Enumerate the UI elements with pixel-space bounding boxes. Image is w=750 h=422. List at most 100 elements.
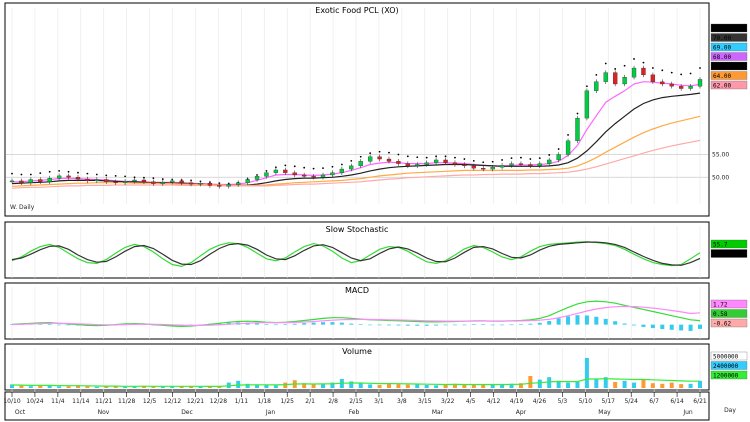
volume-bar: [405, 384, 410, 388]
macd-histogram-bar: [443, 324, 448, 326]
volume-bar: [349, 381, 354, 388]
candle-body: [9, 180, 15, 183]
month-label: Nov: [98, 409, 110, 416]
candle-body: [226, 184, 231, 187]
macd-histogram-bar: [471, 324, 476, 325]
sar-dot: [350, 159, 353, 162]
candle-body: [679, 86, 684, 89]
macd-histogram-bar: [528, 323, 533, 325]
candle-body: [320, 174, 326, 178]
candle-body: [415, 164, 420, 167]
macd-histogram-bar: [650, 324, 655, 329]
candle-body: [283, 169, 288, 173]
value-badge: [710, 351, 748, 361]
badge-layer: 74.50 70.00 69.00 68.00 66.00 64.00 62.00 55.7 4…: [710, 23, 748, 379]
sar-dot: [472, 159, 475, 162]
sar-dot: [642, 61, 645, 64]
macd-histogram-bar: [434, 324, 439, 326]
date-tick-label: 4/12: [487, 398, 501, 405]
candle-body: [113, 181, 118, 183]
macd-histogram-bar: [547, 320, 552, 325]
volume-bar: [688, 383, 693, 388]
sar-dot: [11, 172, 13, 175]
candle-body: [471, 165, 476, 169]
date-tick-label: 2/8: [328, 398, 338, 405]
candle-body: [66, 175, 71, 178]
month-label: Oct: [15, 409, 26, 416]
sar-dot: [689, 72, 692, 75]
candle-body: [264, 172, 269, 177]
value-badge: [710, 23, 748, 33]
sar-dot: [152, 177, 155, 180]
volume-bar: [85, 386, 90, 388]
volume-bar: [273, 385, 278, 388]
volume-bar: [141, 385, 146, 388]
volume-bar: [94, 386, 99, 388]
value-badge-label: 69.00: [713, 44, 731, 51]
volume-bar: [641, 379, 646, 388]
macd-histogram-bar: [575, 315, 580, 325]
value-badge-label: 64.00: [713, 73, 731, 80]
macd-histogram-bar: [452, 324, 457, 326]
macd-histogram-bar: [556, 318, 561, 325]
value-badge: [710, 249, 748, 258]
volume-bar: [509, 383, 514, 388]
macd-histogram-bar: [396, 324, 401, 326]
volume-bar: [566, 382, 571, 388]
date-tick-label: 6/21: [693, 398, 707, 405]
value-badge-label: 5000000: [713, 353, 739, 360]
candle-body: [386, 158, 392, 162]
sar-dot: [670, 71, 673, 74]
sar-dot: [491, 160, 494, 163]
value-badge: [710, 299, 748, 309]
candle-body: [311, 176, 316, 178]
month-label: Jun: [682, 409, 693, 416]
date-tick-label: 10/10: [3, 398, 20, 405]
candle-body: [217, 185, 222, 187]
candle-body: [433, 159, 439, 163]
sar-dot: [124, 175, 126, 178]
volume-bar: [179, 386, 184, 388]
volume-bar: [113, 386, 118, 388]
candle-body: [38, 179, 43, 182]
candle-body: [198, 183, 203, 185]
value-badge-label: 70.00: [713, 35, 731, 42]
candle-body: [85, 178, 90, 182]
macd-histogram-bar: [660, 324, 665, 330]
volume-bar: [236, 380, 241, 388]
date-tick-label: 4/26: [533, 398, 547, 405]
macd-histogram-bar: [292, 323, 297, 325]
macd-histogram-bar: [632, 324, 637, 326]
volume-bar: [132, 386, 137, 388]
month-label: Dec: [181, 409, 193, 416]
candle-body: [377, 156, 382, 160]
sar-dot: [340, 163, 343, 166]
candle-body: [104, 179, 109, 182]
volume-bar: [632, 382, 637, 388]
volume-bar: [424, 385, 429, 388]
macd-histogram-bar: [255, 323, 260, 325]
volume-bar: [528, 376, 533, 388]
sar-dot: [567, 134, 569, 136]
candle-body: [537, 163, 542, 167]
volume-bar: [123, 386, 128, 388]
sar-dot: [133, 176, 136, 179]
sar-dot: [501, 159, 503, 161]
macd-histogram-bar: [311, 322, 316, 325]
candle-body: [330, 172, 335, 176]
volume-bar: [358, 383, 363, 388]
candle-body: [75, 177, 81, 180]
macd-histogram-bar: [424, 324, 429, 326]
candle-body: [207, 183, 213, 186]
volume-bar: [434, 385, 439, 388]
macd-histogram-bar: [462, 324, 467, 326]
volume-bar: [245, 383, 250, 388]
sar-dot: [29, 173, 32, 176]
volume-bar: [189, 386, 194, 388]
volume-bar: [170, 386, 175, 388]
date-tick-label: 4/5: [466, 398, 476, 405]
sar-dot: [454, 156, 456, 159]
sar-dot: [538, 157, 541, 160]
volume-bar: [396, 384, 401, 388]
